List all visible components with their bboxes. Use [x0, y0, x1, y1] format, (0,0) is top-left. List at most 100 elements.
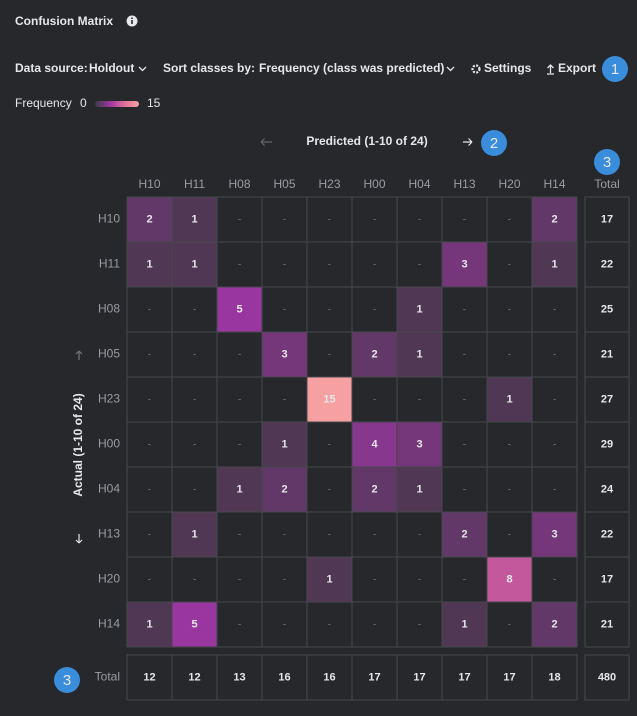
cell-label: 15 — [323, 393, 335, 405]
y-tick-label: H08 — [98, 302, 120, 316]
empty-cell — [261, 556, 308, 603]
empty-cell-label: - — [463, 347, 467, 361]
y-tick-label: H13 — [98, 527, 120, 541]
chevron — [138, 66, 147, 72]
cell — [486, 376, 533, 423]
empty-cell-label: - — [508, 617, 512, 631]
cell — [531, 511, 578, 558]
empty-cell — [396, 241, 443, 288]
cell — [171, 601, 218, 648]
empty-cell — [351, 511, 398, 558]
empty-cell-label: - — [238, 572, 242, 586]
row-total: 25 — [601, 303, 613, 315]
column-total: 12 — [188, 671, 200, 683]
empty-cell-label: - — [283, 527, 287, 541]
empty-cell — [351, 241, 398, 288]
empty-cell-label: - — [238, 257, 242, 271]
cell — [216, 466, 263, 513]
empty-cell-label: - — [283, 572, 287, 586]
row-total-cell — [584, 601, 630, 648]
empty-cell-label: - — [463, 572, 467, 586]
empty-cell-label: - — [193, 392, 197, 406]
grand-total: 480 — [598, 671, 616, 683]
empty-cell-label: - — [373, 392, 377, 406]
x-tick-label: H23 — [318, 177, 340, 191]
x-tick-label: H13 — [453, 177, 475, 191]
empty-cell — [351, 601, 398, 648]
settings-button[interactable]: Settings — [484, 61, 532, 75]
sort-dropdown[interactable]: Frequency (class was predicted) — [259, 61, 444, 75]
y-tick-label: H20 — [98, 572, 120, 586]
empty-cell-label: - — [463, 212, 467, 226]
x-tick-label: H11 — [184, 177, 205, 191]
cell — [126, 601, 173, 648]
empty-cell-label: - — [283, 257, 287, 271]
row-total: 17 — [601, 213, 613, 225]
empty-cell — [306, 466, 353, 513]
row-total: 21 — [601, 348, 613, 360]
cell-label: 4 — [371, 438, 378, 450]
cell-label: 5 — [236, 303, 242, 315]
empty-cell-label: - — [463, 482, 467, 496]
empty-cell-label: - — [373, 617, 377, 631]
empty-cell — [171, 466, 218, 513]
cell-label: 1 — [146, 618, 152, 630]
cell-label: 2 — [551, 213, 557, 225]
legend-bar — [95, 101, 139, 107]
column-total: 13 — [233, 671, 245, 683]
cell-label: 2 — [551, 618, 557, 630]
empty-cell-label: - — [148, 527, 152, 541]
empty-cell-label: - — [328, 347, 332, 361]
export-button[interactable]: Export — [558, 61, 596, 75]
empty-cell-label: - — [328, 257, 332, 271]
cell-label: 1 — [416, 303, 422, 315]
legend-min: 0 — [80, 96, 87, 110]
cell-label: 1 — [551, 258, 557, 270]
empty-cell — [396, 601, 443, 648]
empty-cell-label: - — [193, 572, 197, 586]
next-row-arrow[interactable] — [75, 534, 83, 544]
empty-cell-label: - — [373, 212, 377, 226]
data-source-dropdown[interactable]: Holdout — [89, 61, 134, 75]
cell-label: 2 — [371, 483, 377, 495]
x-tick-label: H14 — [543, 177, 565, 191]
legend-max: 15 — [147, 96, 161, 110]
empty-cell — [351, 556, 398, 603]
empty-cell — [126, 331, 173, 378]
empty-cell — [216, 376, 263, 423]
empty-cell-label: - — [508, 437, 512, 451]
empty-cell-label: - — [148, 482, 152, 496]
y-tick-label: H04 — [98, 482, 120, 496]
callout-badge — [594, 149, 620, 175]
empty-cell — [306, 196, 353, 243]
empty-cell-label: - — [283, 392, 287, 406]
heatmap: H10 H11 H08 H05 H23 H00 H04 H13 H20 H14 Total H10 H1… — [95, 177, 630, 701]
empty-cell-label: - — [418, 392, 422, 406]
next-page-arrow[interactable] — [463, 138, 473, 146]
column-total: 12 — [143, 671, 155, 683]
data-source-label: Data source: — [15, 61, 88, 75]
cell-label: 1 — [191, 258, 197, 270]
info-icon-glyph — [131, 17, 133, 19]
empty-cell — [486, 421, 533, 468]
empty-cell-label: - — [463, 437, 467, 451]
empty-cell — [261, 286, 308, 333]
prev-page-arrow[interactable] — [260, 138, 272, 146]
empty-cell-label: - — [508, 482, 512, 496]
empty-cell-label: - — [148, 437, 152, 451]
empty-cell-label: - — [238, 527, 242, 541]
empty-cell — [441, 466, 488, 513]
cell-label: 3 — [461, 258, 467, 270]
empty-cell-label: - — [148, 392, 152, 406]
empty-cell — [216, 241, 263, 288]
x-tick-label: H00 — [363, 177, 385, 191]
column-total-cell — [531, 654, 578, 701]
cell — [171, 241, 218, 288]
prev-row-arrow[interactable] — [75, 350, 83, 360]
empty-cell — [306, 286, 353, 333]
empty-cell-label: - — [283, 302, 287, 316]
empty-cell-label: - — [553, 572, 557, 586]
empty-cell-label: - — [238, 392, 242, 406]
empty-cell — [486, 331, 533, 378]
empty-cell — [441, 331, 488, 378]
